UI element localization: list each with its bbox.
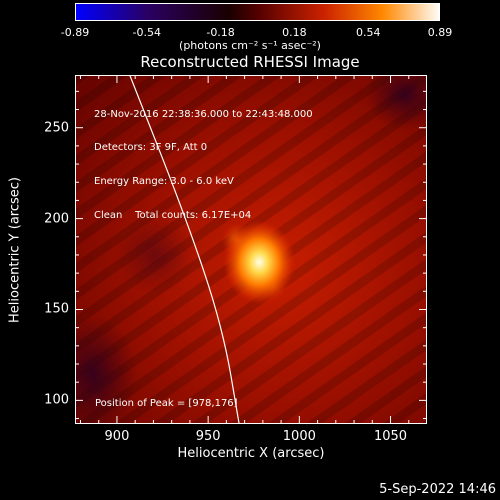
x-tick-label: 1050 <box>373 429 408 444</box>
chart-title: Reconstructed RHESSI Image <box>140 53 360 71</box>
heatmap-plot <box>75 75 427 424</box>
colorbar-tick-label: -0.18 <box>206 26 235 39</box>
y-axis-label-text: Heliocentric Y (arcsec) <box>7 176 23 323</box>
plot-frame <box>75 75 427 424</box>
info-line-detectors: Detectors: 3F 9F, Att 0 <box>94 142 208 154</box>
colorbar <box>75 3 440 21</box>
colorbar-tick-label: -0.89 <box>60 26 90 39</box>
colorbar-gradient <box>76 4 439 20</box>
x-tick-label: 900 <box>104 429 130 444</box>
y-axis-label: Heliocentric Y (arcsec) <box>0 75 30 424</box>
x-tick-label: 1000 <box>282 429 316 444</box>
info-line-time: 28-Nov-2016 22:38:36.000 to 22:43:48.000 <box>94 108 313 120</box>
solar-limb <box>129 75 240 424</box>
colorbar-tick-label: 0.89 <box>427 26 453 39</box>
y-tick-label: 100 <box>44 392 69 408</box>
y-tick-label: 250 <box>44 120 69 136</box>
heatmap-peak-source <box>223 220 296 305</box>
y-tick-label: 150 <box>44 301 69 317</box>
observation-info: 28-Nov-2016 22:38:36.000 to 22:43:48.000… <box>94 86 313 233</box>
heatmap-dark-region <box>115 215 195 295</box>
colorbar-tick-label: 0.54 <box>355 26 381 39</box>
info-line-energy: Energy Range: 3.0 - 6.0 keV <box>94 176 234 188</box>
peak-position-label: Position of Peak = [978,176] <box>95 398 238 409</box>
info-line-counts: Clean Total counts: 6.17E+04 <box>94 210 252 222</box>
heatmap-dark-region <box>365 75 427 130</box>
colorbar-units: (photons cm⁻² s⁻¹ asec⁻²) <box>179 39 321 52</box>
x-tick-label: 950 <box>195 429 221 444</box>
colorbar-tick-label: -0.54 <box>132 26 161 39</box>
heatmap-dark-region <box>75 315 138 424</box>
timestamp: 5-Sep-2022 14:46 <box>379 482 496 497</box>
x-axis-label: Heliocentric X (arcsec) <box>177 446 325 461</box>
axis-tickmarks <box>75 75 427 424</box>
colorbar-tick-label: 0.18 <box>282 26 307 39</box>
y-tick-label: 200 <box>44 211 69 227</box>
